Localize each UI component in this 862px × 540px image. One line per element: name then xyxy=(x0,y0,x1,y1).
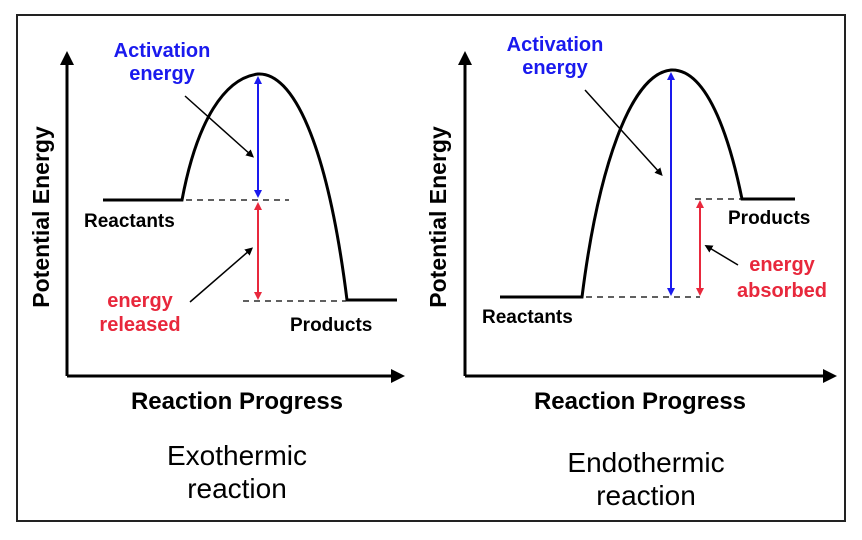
absorbed-pointer-arrow xyxy=(704,244,739,266)
endothermic-diagram: Activation energy Products Reactants ene… xyxy=(425,34,837,511)
x-axis-label: Reaction Progress xyxy=(534,388,746,415)
activation-label-line2: energy xyxy=(129,63,195,85)
exothermic-diagram: Activation energy Reactants Products ene… xyxy=(28,40,405,504)
x-axis-label: Reaction Progress xyxy=(131,388,343,415)
reactants-label: Reactants xyxy=(482,307,573,328)
caption-line2: reaction xyxy=(596,480,696,511)
energy-label-line1: energy xyxy=(107,290,173,312)
caption-line1: Endothermic xyxy=(567,447,724,478)
energy-label-line2: released xyxy=(99,314,180,336)
energy-curve xyxy=(500,68,795,299)
y-axis-label: Potential Energy xyxy=(425,126,451,308)
released-pointer-arrow xyxy=(189,247,254,303)
activation-pointer-arrow xyxy=(184,95,254,158)
products-label: Products xyxy=(290,315,372,336)
caption-line1: Exothermic xyxy=(167,440,307,471)
energy-label-line1: energy xyxy=(749,254,815,276)
activation-pointer-arrow xyxy=(584,89,663,176)
energy-label-line2: absorbed xyxy=(737,280,827,302)
caption-line2: reaction xyxy=(187,473,287,504)
y-axis-label: Potential Energy xyxy=(28,126,54,308)
activation-label-line1: Activation xyxy=(114,40,211,62)
energy-curve xyxy=(103,72,397,302)
activation-label-line1: Activation xyxy=(507,34,604,56)
reactants-label: Reactants xyxy=(84,211,175,232)
activation-label-line2: energy xyxy=(522,57,588,79)
products-label: Products xyxy=(728,208,810,229)
